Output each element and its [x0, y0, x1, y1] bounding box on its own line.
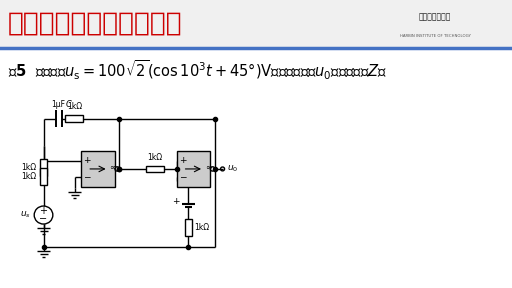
Bar [185, 219, 192, 236]
Text: ∞: ∞ [205, 163, 211, 172]
Bar [40, 168, 47, 185]
Text: 1μF: 1μF [51, 100, 66, 109]
Text: +: + [173, 197, 180, 206]
Text: 例$\mathbf{5}$  图示已知$u_{\rm s} = 100\sqrt{2}(\cos10^3t + 45°){\rm V}$。试确定输出$u_0$及: 例$\mathbf{5}$ 图示已知$u_{\rm s} = 100\sqrt{… [8, 59, 387, 82]
Bar [40, 159, 47, 176]
Bar [146, 166, 163, 173]
Text: −: − [83, 173, 91, 181]
Text: +: + [179, 156, 186, 165]
Text: $u_s$: $u_s$ [20, 210, 31, 220]
Text: −: − [39, 214, 48, 224]
Bar [0, 0, 512, 48]
Text: +: + [39, 206, 48, 216]
Text: $u_0$: $u_0$ [227, 164, 238, 174]
Text: +: + [83, 156, 91, 165]
Text: 1kΩ: 1kΩ [21, 163, 36, 172]
Text: −: − [179, 173, 186, 181]
Text: 1kΩ: 1kΩ [194, 223, 209, 232]
Bar [177, 151, 210, 187]
Text: HARBIN INSTITUTE OF TECHNOLOGY: HARBIN INSTITUTE OF TECHNOLOGY [400, 34, 471, 38]
Text: 1kΩ: 1kΩ [21, 172, 36, 181]
Text: ∞: ∞ [110, 163, 116, 172]
Text: 哈尔滨工业大学: 哈尔滨工业大学 [419, 12, 452, 21]
Text: 1kΩ: 1kΩ [147, 153, 162, 162]
Text: C: C [66, 100, 72, 109]
Text: 1kΩ: 1kΩ [67, 102, 82, 111]
Text: 正弦稳态电路相量分析法: 正弦稳态电路相量分析法 [8, 11, 182, 37]
Bar [81, 151, 115, 187]
Bar [66, 115, 83, 122]
